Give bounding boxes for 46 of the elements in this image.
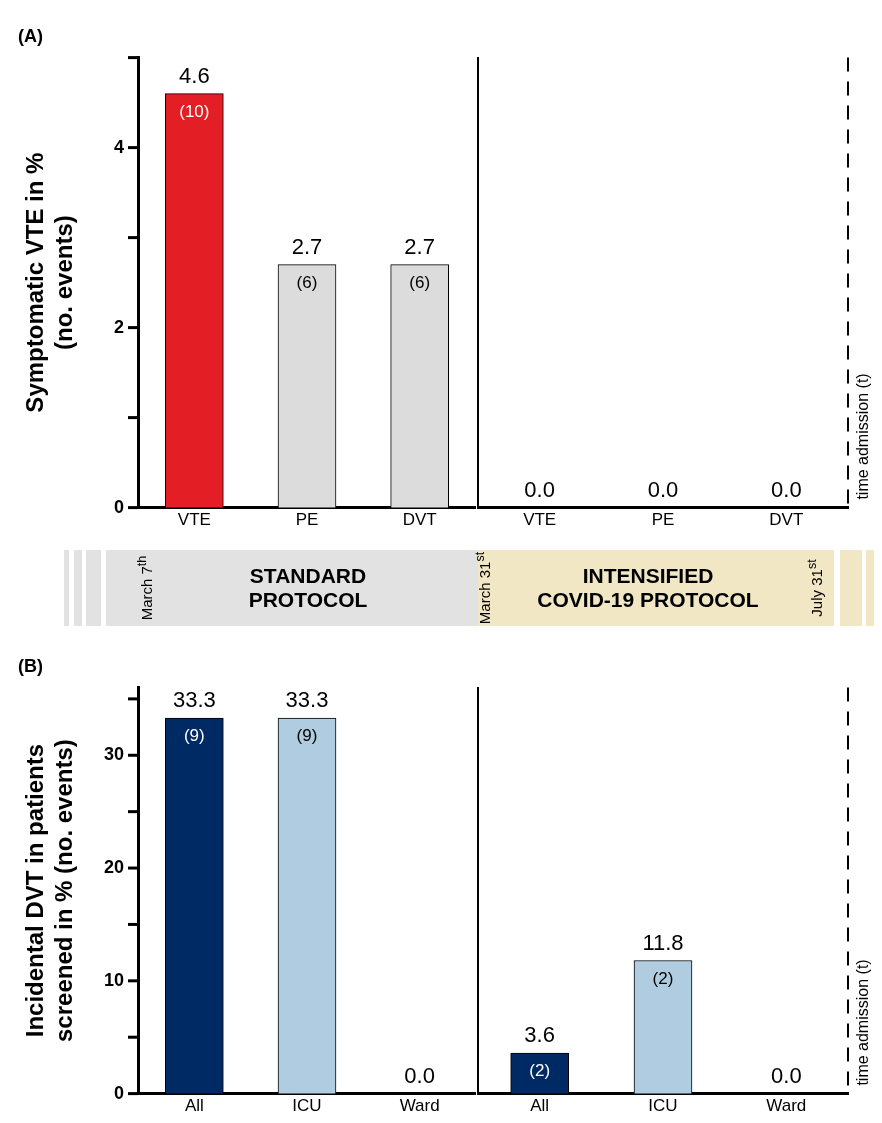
annotation: (9) <box>296 726 318 746</box>
data-label: 4.6 <box>179 62 210 88</box>
data-label: 0.0 <box>404 1062 435 1088</box>
x-tick-label: DVT <box>402 510 437 530</box>
x-tick-label: ICU <box>292 1096 322 1116</box>
text: INTENSIFIED COVID-19 PROTOCOL <box>536 563 760 613</box>
y-tick-label: 0 <box>113 1082 124 1103</box>
data-label: 33.3 <box>285 687 329 713</box>
y-axis-title: Incidental DVT in patients screened in % (no. events) <box>21 739 77 1042</box>
x-tick-label: ICU <box>648 1096 678 1116</box>
x-tick-label: VTE <box>523 510 557 530</box>
annotation: (6) <box>296 272 318 292</box>
annotation: (2) <box>529 1061 551 1081</box>
data-label: 0.0 <box>524 476 555 502</box>
chart-title: (B) <box>18 655 43 676</box>
data-label: 2.7 <box>404 233 435 259</box>
data-label: 2.7 <box>291 233 323 259</box>
data-label: 33.3 <box>172 687 216 713</box>
x-tick-label: DVT <box>769 510 804 530</box>
annotation: (9) <box>183 726 205 746</box>
annotation: (6) <box>409 272 431 292</box>
chart-title: (A) <box>18 25 43 46</box>
text: time admission (t) <box>854 373 872 500</box>
data-label: 0.0 <box>771 476 802 502</box>
y-tick-label: 10 <box>103 969 124 990</box>
data-label: 3.6 <box>524 1022 555 1048</box>
data-label: 0.0 <box>771 1062 802 1088</box>
x-tick-label: All <box>530 1096 550 1116</box>
y-tick-label: 4 <box>113 136 124 157</box>
y-tick-label: 20 <box>103 857 124 878</box>
data-label: 11.8 <box>642 929 684 955</box>
x-tick-label: Ward <box>766 1096 807 1116</box>
text: STANDARD PROTOCOL <box>247 563 369 613</box>
y-tick-label: 2 <box>113 316 124 337</box>
x-tick-label: VTE <box>177 510 211 530</box>
text: time admission (t) <box>854 959 872 1086</box>
annotation: (2) <box>652 968 674 988</box>
y-axis-title: Symptomatic VTE in % (no. events) <box>21 152 77 413</box>
x-tick-label: PE <box>651 510 675 530</box>
annotation: (10) <box>179 101 210 121</box>
data-label: 0.0 <box>647 476 679 502</box>
x-tick-label: PE <box>295 510 319 530</box>
x-tick-label: All <box>184 1096 204 1116</box>
x-tick-label: Ward <box>399 1096 440 1116</box>
y-tick-label: 30 <box>103 744 124 765</box>
y-tick-label: 0 <box>113 496 124 517</box>
